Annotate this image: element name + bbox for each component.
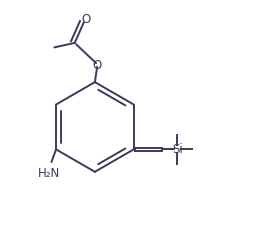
Text: O: O bbox=[93, 59, 102, 72]
Text: Si: Si bbox=[172, 143, 183, 156]
Text: O: O bbox=[81, 13, 90, 26]
Text: H₂N: H₂N bbox=[38, 167, 60, 180]
